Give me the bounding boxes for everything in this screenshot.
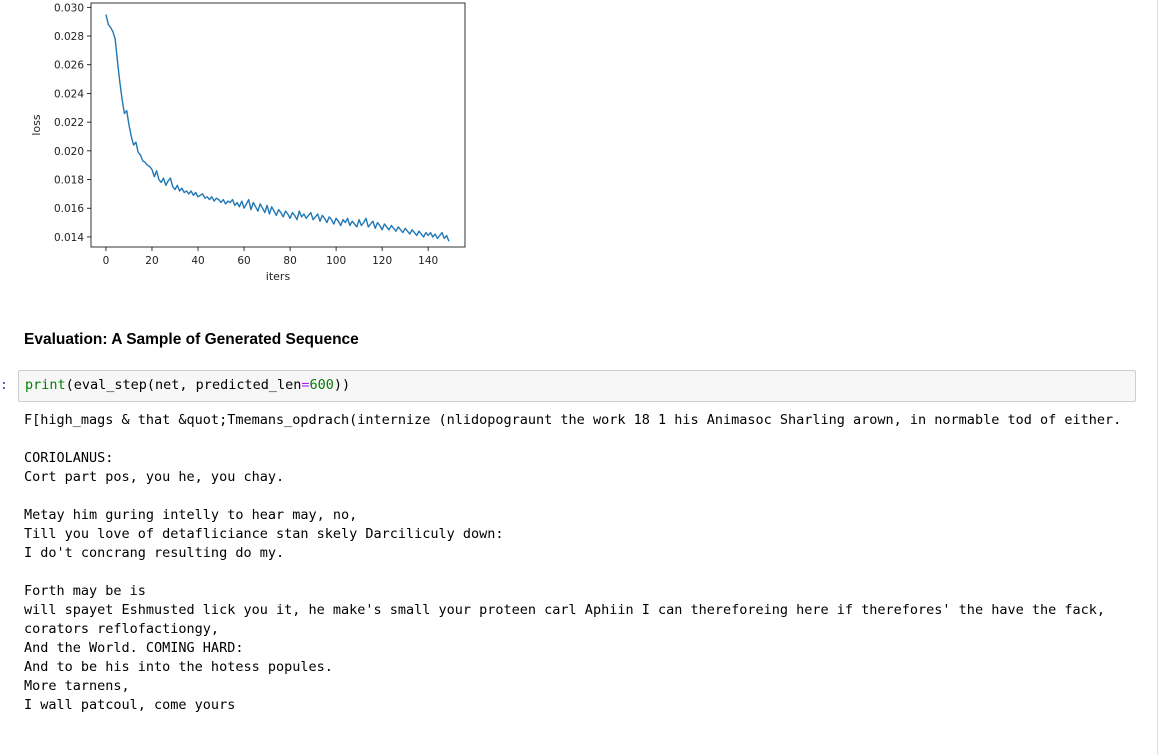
loss-chart-svg: 0 20 40 60 80 100 120 140 0.014 0.016 0.018 0.020 0.… [30, 2, 466, 283]
code-number: 600 [309, 377, 334, 393]
loss-series-line [105, 14, 450, 242]
y-tick-label: 0.026 [54, 60, 84, 72]
x-tick-label: 100 [326, 255, 346, 267]
code-operator: = [301, 377, 310, 393]
code-close-parens: )) [333, 377, 351, 393]
loss-chart: 0 20 40 60 80 100 120 140 0.014 0.016 0.018 0.020 0.… [0, 0, 480, 290]
x-tick-label: 40 [191, 255, 204, 267]
y-tick-label: 0.020 [54, 146, 84, 158]
x-tick-label: 120 [372, 255, 392, 267]
y-tick-label: 0.018 [54, 175, 84, 187]
code-builtin-print: print [25, 377, 66, 393]
cell-output: F[high_mags & that &quot;Tmemans_opdrach… [24, 412, 1122, 713]
y-tick-label: 0.016 [54, 203, 84, 215]
y-tick-label: 0.022 [54, 117, 84, 129]
x-tick-label: 140 [418, 255, 438, 267]
y-axis-label: loss [30, 114, 43, 136]
x-tick-label: 60 [237, 255, 250, 267]
code-call-args: (eval_step(net, predicted_len [65, 377, 302, 393]
plot-frame [90, 2, 466, 248]
y-tick-label: 0.030 [54, 2, 84, 14]
page-scrollbar[interactable] [1157, 0, 1158, 755]
code-cell[interactable]: print(eval_step(net, predicted_len=600)) [18, 370, 1136, 402]
x-axis-label: iters [266, 270, 291, 283]
x-tick-label: 0 [103, 255, 110, 267]
x-tick-label: 20 [145, 255, 158, 267]
x-tick-label: 80 [283, 255, 296, 267]
cell-prompt: : [0, 378, 8, 393]
section-heading: Evaluation: A Sample of Generated Sequen… [24, 331, 359, 348]
y-tick-label: 0.028 [54, 31, 84, 43]
y-tick-label: 0.024 [54, 88, 84, 100]
y-tick-label: 0.014 [54, 232, 84, 244]
